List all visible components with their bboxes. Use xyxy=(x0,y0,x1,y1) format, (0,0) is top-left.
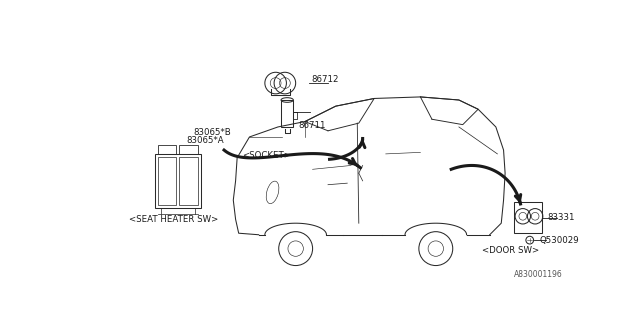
Bar xyxy=(158,145,176,154)
Text: A830001196: A830001196 xyxy=(514,270,563,279)
Bar xyxy=(179,145,198,154)
Text: <DOOR SW>: <DOOR SW> xyxy=(482,246,539,255)
Text: 86712: 86712 xyxy=(311,76,339,84)
Bar xyxy=(155,154,201,208)
Text: 83065*A: 83065*A xyxy=(186,136,224,145)
Text: 83065*B: 83065*B xyxy=(193,128,231,137)
Text: 83331: 83331 xyxy=(547,212,575,221)
Text: 86711: 86711 xyxy=(299,121,326,130)
Text: Q530029: Q530029 xyxy=(540,236,579,244)
Text: <SEAT HEATER SW>: <SEAT HEATER SW> xyxy=(129,215,219,224)
Text: <SOCKET>: <SOCKET> xyxy=(242,151,291,160)
Bar xyxy=(158,157,176,205)
Bar xyxy=(281,100,293,127)
Bar xyxy=(515,203,542,233)
Bar xyxy=(179,157,198,205)
